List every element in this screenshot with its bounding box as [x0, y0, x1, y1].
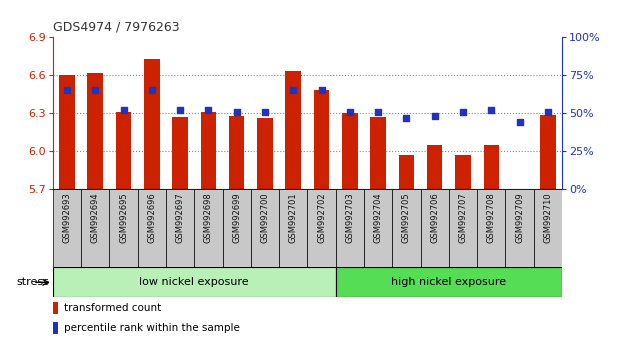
Point: [317, 88, 327, 93]
Bar: [109, 189, 138, 267]
Text: GSM992699: GSM992699: [232, 193, 241, 243]
Bar: [138, 189, 166, 267]
Bar: [116, 112, 131, 189]
Point: [204, 107, 214, 113]
Point: [373, 109, 383, 115]
Text: transformed count: transformed count: [64, 303, 161, 313]
Bar: [399, 155, 414, 189]
Bar: [59, 75, 75, 189]
Point: [515, 120, 525, 125]
Bar: [533, 189, 562, 267]
Point: [62, 88, 72, 93]
Point: [232, 109, 242, 115]
Bar: [505, 189, 533, 267]
Text: high nickel exposure: high nickel exposure: [391, 277, 506, 287]
Bar: [342, 113, 358, 189]
Bar: [286, 72, 301, 189]
Bar: [53, 267, 336, 297]
Bar: [81, 189, 109, 267]
Text: GSM992697: GSM992697: [176, 193, 184, 243]
Point: [401, 115, 411, 121]
Bar: [166, 189, 194, 267]
Text: GSM992696: GSM992696: [147, 193, 156, 243]
Bar: [314, 91, 329, 189]
Text: GSM992693: GSM992693: [63, 193, 71, 243]
Bar: [229, 116, 245, 189]
Bar: [194, 189, 222, 267]
Bar: [144, 59, 160, 189]
Text: GSM992704: GSM992704: [374, 193, 383, 243]
Text: GSM992707: GSM992707: [458, 193, 468, 243]
Bar: [449, 189, 477, 267]
Bar: [222, 189, 251, 267]
Text: GSM992710: GSM992710: [543, 193, 552, 243]
Text: GSM992698: GSM992698: [204, 193, 213, 243]
Text: low nickel exposure: low nickel exposure: [140, 277, 249, 287]
Bar: [336, 189, 364, 267]
Bar: [257, 118, 273, 189]
Text: GSM992709: GSM992709: [515, 193, 524, 243]
Bar: [336, 267, 562, 297]
Bar: [172, 117, 188, 189]
Point: [90, 88, 100, 93]
Text: GSM992700: GSM992700: [260, 193, 270, 243]
Bar: [88, 73, 103, 189]
Bar: [201, 112, 216, 189]
Bar: [427, 145, 443, 189]
Bar: [251, 189, 279, 267]
Text: GSM992694: GSM992694: [91, 193, 100, 243]
Point: [147, 88, 156, 93]
Text: GSM992695: GSM992695: [119, 193, 128, 243]
Point: [486, 107, 496, 113]
Text: GSM992701: GSM992701: [289, 193, 297, 243]
Point: [430, 114, 440, 119]
Point: [175, 107, 185, 113]
Bar: [420, 189, 449, 267]
Bar: [364, 189, 392, 267]
Bar: [53, 302, 58, 314]
Text: GSM992708: GSM992708: [487, 193, 496, 243]
Point: [260, 109, 270, 115]
Text: GDS4974 / 7976263: GDS4974 / 7976263: [53, 21, 179, 34]
Text: GSM992705: GSM992705: [402, 193, 411, 243]
Bar: [484, 145, 499, 189]
Text: GSM992702: GSM992702: [317, 193, 326, 243]
Bar: [279, 189, 307, 267]
Bar: [455, 155, 471, 189]
Text: GSM992703: GSM992703: [345, 193, 355, 243]
Text: GSM992706: GSM992706: [430, 193, 439, 243]
Point: [543, 109, 553, 115]
Bar: [392, 189, 420, 267]
Bar: [53, 189, 81, 267]
Point: [288, 88, 298, 93]
Bar: [540, 115, 556, 189]
Text: stress: stress: [17, 277, 50, 287]
Point: [119, 107, 129, 113]
Point: [345, 109, 355, 115]
Bar: [307, 189, 336, 267]
Point: [458, 109, 468, 115]
Bar: [370, 117, 386, 189]
Text: percentile rank within the sample: percentile rank within the sample: [64, 323, 240, 333]
Bar: [477, 189, 505, 267]
Bar: [53, 322, 58, 334]
